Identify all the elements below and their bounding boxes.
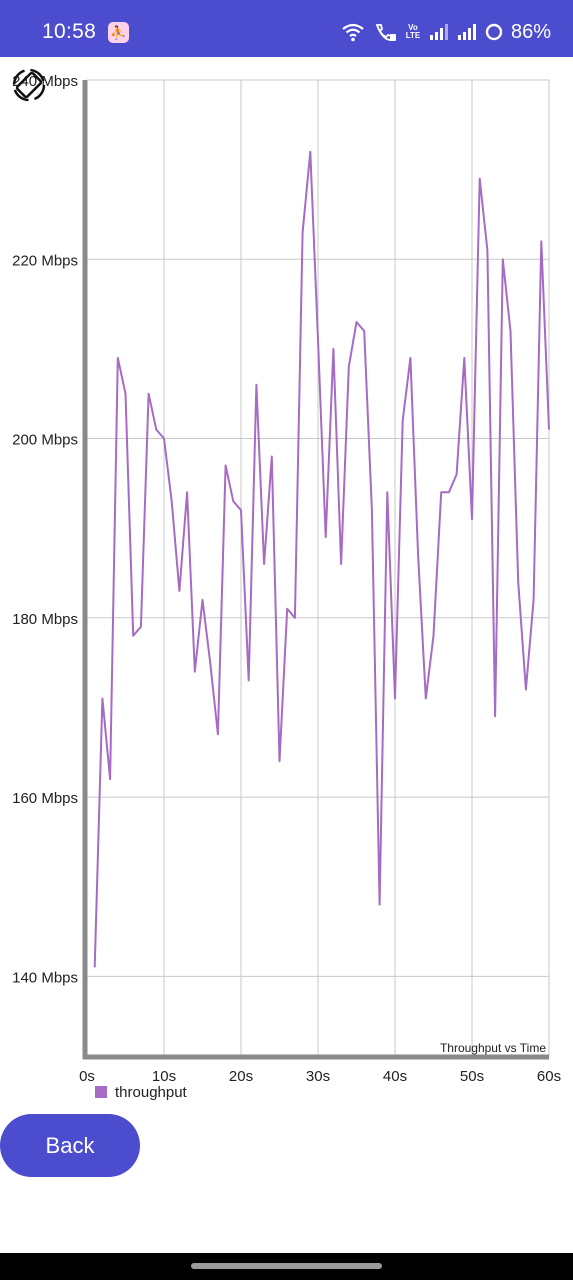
legend-swatch <box>95 1086 107 1098</box>
rotate-screen-icon[interactable] <box>10 66 48 104</box>
battery-percentage: 86% <box>510 20 551 43</box>
y-tick-label: 140 Mbps <box>12 969 78 986</box>
y-tick-label: 160 Mbps <box>12 790 78 807</box>
back-button[interactable]: Back <box>0 1114 140 1177</box>
series-line-throughput <box>93 150 550 968</box>
y-tick-label: 200 Mbps <box>12 432 78 449</box>
y-tick-label: 180 Mbps <box>12 611 78 628</box>
volte-icon: Vo LTE <box>405 23 421 40</box>
battery-ring-icon <box>485 23 503 41</box>
wifi-icon <box>341 22 365 42</box>
status-icons: Vo LTE 86% <box>341 18 551 46</box>
wifi-call-icon <box>373 22 397 42</box>
legend-label: throughput <box>115 1084 188 1101</box>
chart-title: Throughput vs Time <box>440 1041 546 1055</box>
x-tick-label: 10s <box>152 1068 176 1085</box>
status-time: 10:58 <box>42 20 97 43</box>
app-notification-icon: ⛹ <box>108 22 129 43</box>
chart-svg: 140 Mbps 160 Mbps 180 Mbps 200 Mbps 220 Mbps… <box>12 73 561 1101</box>
y-tick-label: 220 Mbps <box>12 252 78 269</box>
signal-icon <box>457 23 477 41</box>
x-tick-label: 0s <box>79 1068 95 1085</box>
home-handle[interactable] <box>191 1263 382 1269</box>
throughput-chart: 140 Mbps 160 Mbps 180 Mbps 200 Mbps 220 Mbps… <box>0 57 573 1107</box>
x-tick-label: 50s <box>460 1068 484 1085</box>
signal-icon <box>429 23 449 41</box>
x-tick-label: 20s <box>229 1068 253 1085</box>
navigation-bar <box>0 1253 573 1280</box>
x-tick-label: 60s <box>537 1068 561 1085</box>
status-bar: 10:58 ⛹ Vo LTE 86% <box>0 0 573 57</box>
x-tick-label: 40s <box>383 1068 407 1085</box>
x-tick-label: 30s <box>306 1068 330 1085</box>
